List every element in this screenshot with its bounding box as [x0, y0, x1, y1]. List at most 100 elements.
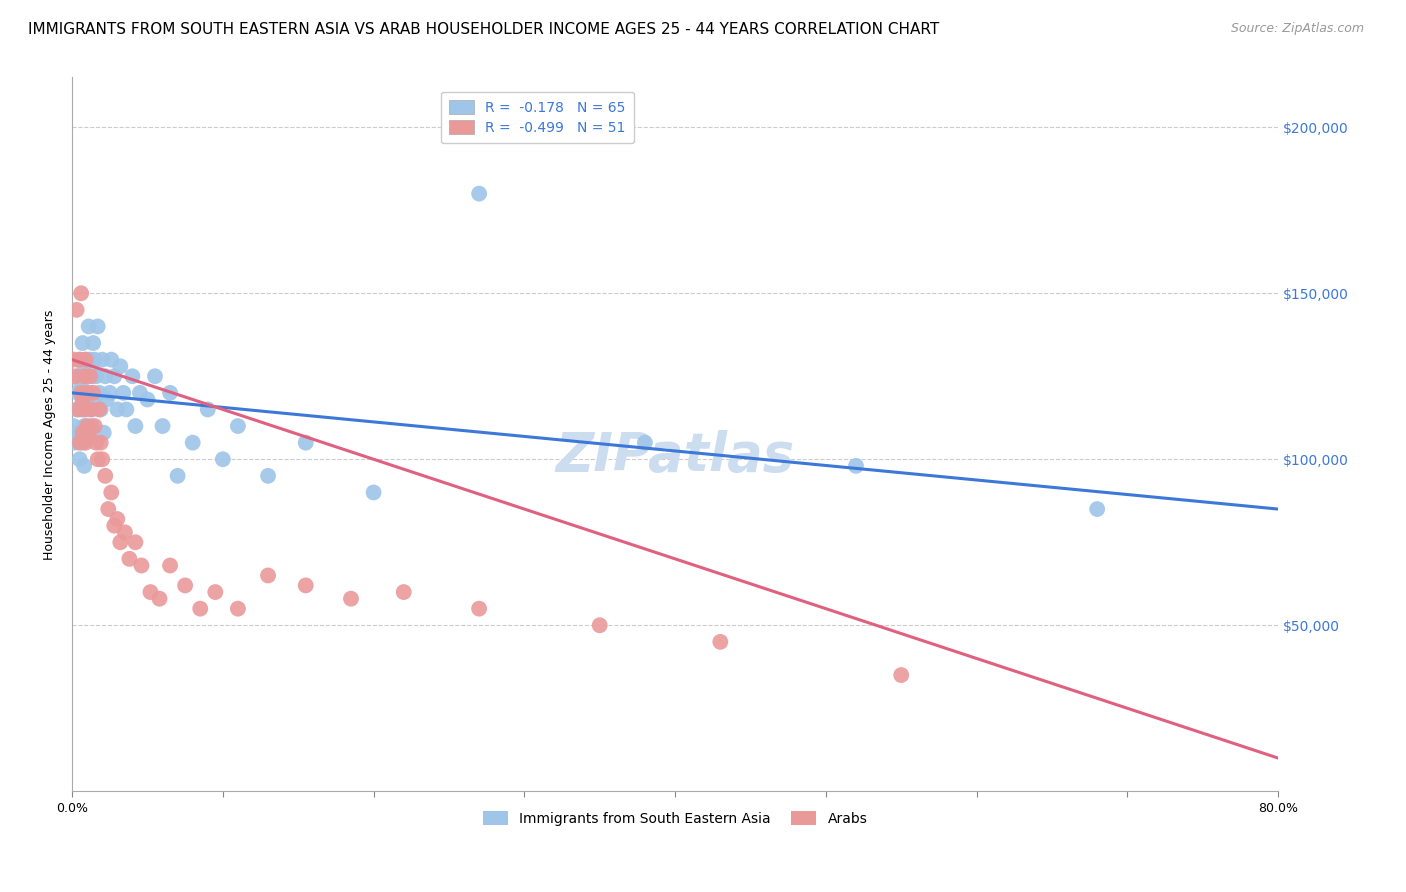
- Point: [94, 468, 117, 483]
- Point: [226, 419, 249, 434]
- Point: [89, 385, 111, 400]
- Point: [89, 402, 111, 417]
- Point: [63, 369, 86, 384]
- Point: [468, 186, 491, 201]
- Point: [69, 452, 91, 467]
- Point: [392, 585, 415, 599]
- Point: [63, 435, 86, 450]
- Point: [110, 359, 132, 374]
- Point: [845, 458, 868, 473]
- Point: [75, 352, 97, 367]
- Point: [72, 392, 94, 407]
- Point: [294, 435, 316, 450]
- Point: [148, 591, 170, 606]
- Point: [69, 435, 91, 450]
- Point: [890, 668, 912, 682]
- Point: [73, 458, 96, 473]
- Point: [70, 385, 93, 400]
- Point: [75, 402, 97, 417]
- Point: [79, 402, 101, 417]
- Point: [257, 468, 280, 483]
- Point: [65, 402, 87, 417]
- Text: IMMIGRANTS FROM SOUTH EASTERN ASIA VS ARAB HOUSEHOLDER INCOME AGES 25 - 44 YEARS: IMMIGRANTS FROM SOUTH EASTERN ASIA VS AR…: [28, 22, 939, 37]
- Point: [70, 286, 93, 301]
- Point: [83, 419, 105, 434]
- Point: [188, 601, 211, 615]
- Point: [70, 402, 93, 417]
- Point: [136, 392, 159, 407]
- Point: [72, 392, 94, 407]
- Point: [143, 369, 166, 384]
- Point: [340, 591, 363, 606]
- Point: [166, 468, 188, 483]
- Point: [76, 369, 98, 384]
- Point: [80, 419, 103, 434]
- Point: [363, 485, 385, 500]
- Point: [91, 352, 114, 367]
- Point: [91, 452, 114, 467]
- Point: [211, 452, 233, 467]
- Text: Source: ZipAtlas.com: Source: ZipAtlas.com: [1230, 22, 1364, 36]
- Point: [62, 352, 84, 367]
- Point: [96, 392, 118, 407]
- Point: [131, 558, 153, 573]
- Point: [69, 352, 91, 367]
- Point: [204, 585, 226, 599]
- Point: [80, 402, 103, 417]
- Point: [110, 535, 132, 549]
- Point: [105, 512, 128, 526]
- Point: [79, 369, 101, 384]
- Point: [72, 336, 94, 351]
- Point: [77, 319, 100, 334]
- Point: [115, 402, 138, 417]
- Point: [93, 425, 115, 440]
- Point: [83, 352, 105, 367]
- Point: [90, 435, 112, 450]
- Point: [76, 385, 98, 400]
- Point: [84, 369, 107, 384]
- Point: [159, 385, 181, 400]
- Point: [76, 419, 98, 434]
- Point: [84, 435, 107, 450]
- Text: ZIPatlas: ZIPatlas: [555, 430, 794, 482]
- Point: [69, 352, 91, 367]
- Point: [77, 425, 100, 440]
- Point: [80, 385, 103, 400]
- Point: [129, 385, 152, 400]
- Point: [100, 352, 122, 367]
- Point: [90, 402, 112, 417]
- Point: [114, 525, 136, 540]
- Point: [121, 369, 143, 384]
- Point: [294, 578, 316, 592]
- Point: [62, 419, 84, 434]
- Point: [709, 635, 731, 649]
- Point: [98, 385, 121, 400]
- Point: [79, 352, 101, 367]
- Point: [589, 618, 612, 632]
- Point: [1085, 502, 1108, 516]
- Point: [124, 535, 146, 549]
- Point: [75, 352, 97, 367]
- Point: [105, 402, 128, 417]
- Point: [77, 425, 100, 440]
- Point: [73, 419, 96, 434]
- Point: [139, 585, 162, 599]
- Point: [634, 435, 657, 450]
- Point: [87, 452, 110, 467]
- Point: [82, 385, 104, 400]
- Point: [73, 369, 96, 384]
- Point: [468, 601, 491, 615]
- Point: [226, 601, 249, 615]
- Point: [103, 369, 125, 384]
- Point: [174, 578, 197, 592]
- Point: [69, 369, 91, 384]
- Point: [197, 402, 219, 417]
- Point: [118, 552, 141, 566]
- Point: [257, 568, 280, 582]
- Point: [67, 385, 90, 400]
- Point: [73, 402, 96, 417]
- Point: [103, 518, 125, 533]
- Point: [159, 558, 181, 573]
- Point: [73, 359, 96, 374]
- Point: [72, 425, 94, 440]
